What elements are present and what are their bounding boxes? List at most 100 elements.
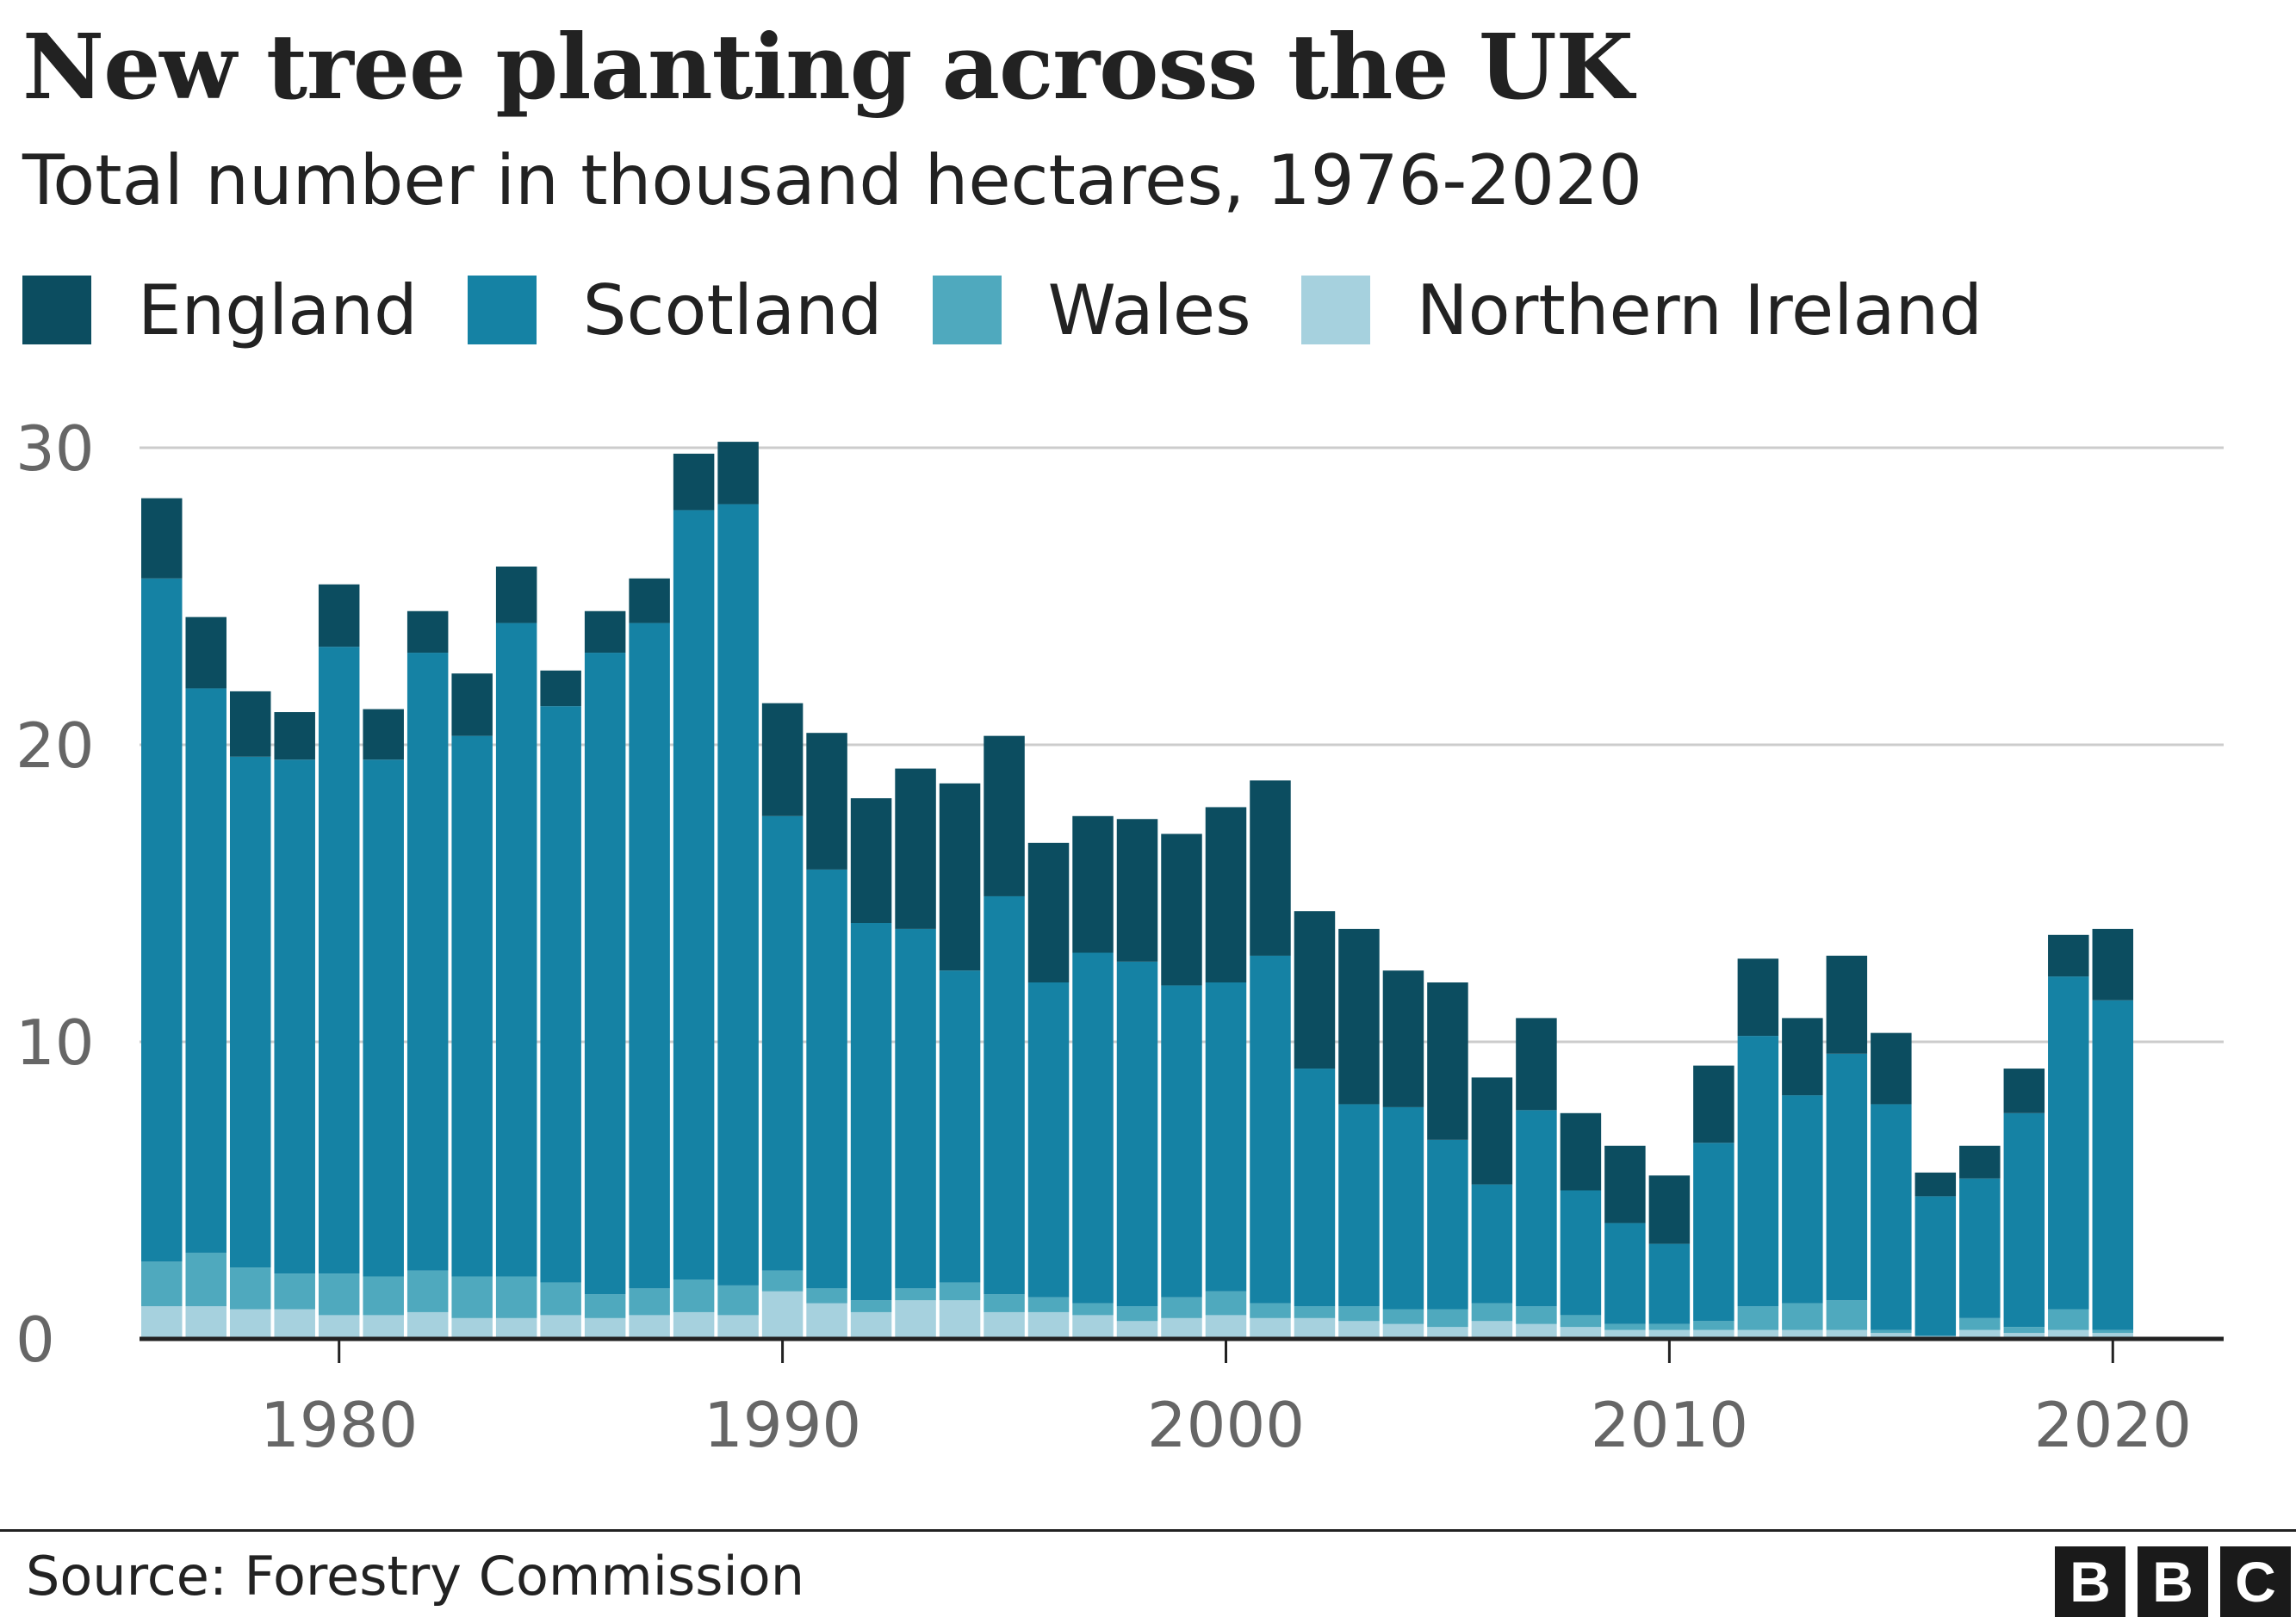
bar-2014-england [1826, 955, 1868, 1054]
bar-1976-england [141, 498, 183, 579]
bar-1984-northern-ireland [495, 1317, 537, 1339]
bar-2017-england [1959, 1145, 2001, 1179]
bar-1989-scotland [717, 504, 759, 1286]
bar-2018-scotland [2003, 1112, 2045, 1328]
bar-2015-england [1871, 1032, 1912, 1105]
bar-1994-england [939, 783, 981, 971]
bar-2000-northern-ireland [1205, 1315, 1247, 1339]
bar-1998-northern-ireland [1116, 1321, 1158, 1339]
y-tick-label-10: 10 [16, 1007, 95, 1079]
bar-1993-wales [895, 1288, 936, 1301]
bar-2006-wales [1471, 1303, 1513, 1322]
bar-1985-scotland [540, 706, 581, 1283]
bar-1995-northern-ireland [984, 1311, 1025, 1339]
bar-1986-england [584, 610, 626, 654]
bar-2017-wales [1959, 1317, 2001, 1330]
bar-1978-scotland [229, 756, 271, 1268]
bar-2009-england [1604, 1145, 1646, 1224]
bar-2008-wales [1560, 1315, 1602, 1328]
bar-2012-northern-ireland [1737, 1329, 1779, 1339]
bar-1990-england [761, 703, 804, 816]
bar-1977-england [185, 616, 226, 689]
bar-1988-wales [673, 1279, 715, 1312]
bar-1976-scotland [141, 578, 183, 1262]
legend-swatch-scotland [467, 276, 537, 344]
bar-1982-scotland [406, 653, 449, 1271]
bar-2003-england [1338, 928, 1380, 1105]
bar-2005-northern-ireland [1427, 1327, 1468, 1339]
bar-2006-england [1471, 1077, 1513, 1185]
y-tick-label-20: 20 [16, 709, 95, 782]
bar-2017-northern-ireland [1959, 1329, 2001, 1339]
bar-1990-scotland [761, 815, 804, 1271]
bar-2009-northern-ireland [1604, 1329, 1646, 1339]
bar-1980-wales [318, 1273, 360, 1316]
bar-2008-england [1560, 1112, 1602, 1191]
legend-swatch-england [22, 276, 91, 344]
bar-1979-wales [274, 1273, 315, 1310]
bar-1979-scotland [274, 759, 315, 1274]
bar-2001-wales [1250, 1303, 1291, 1318]
bar-1982-england [406, 610, 449, 654]
legend-swatch-wales [932, 276, 1002, 344]
legend-label-northern-ireland: Northern Ireland [1416, 270, 1983, 350]
stacked-bar-chart: 0 10 20 30 1980 1990 2000 2010 2020 [16, 412, 2224, 1461]
bar-1985-wales [540, 1282, 581, 1316]
bar-1979-england [274, 712, 315, 760]
bar-1986-scotland [584, 653, 626, 1295]
bar-1992-wales [850, 1300, 892, 1312]
bar-2010-northern-ireland [1648, 1329, 1691, 1339]
bar-1995-wales [984, 1294, 1025, 1312]
footer-divider [0, 1529, 2296, 1532]
bar-2012-wales [1737, 1306, 1779, 1330]
bar-1978-england [229, 691, 271, 757]
bar-1999-scotland [1161, 985, 1202, 1298]
bar-2013-northern-ireland [1782, 1329, 1823, 1339]
bar-2013-scotland [1782, 1095, 1823, 1304]
bar-2001-england [1250, 780, 1291, 956]
bar-1984-scotland [495, 623, 537, 1277]
bar-2019-wales [2048, 1309, 2089, 1330]
bar-1985-northern-ireland [540, 1315, 581, 1339]
bar-2011-england [1693, 1065, 1734, 1143]
bar-1980-england [318, 584, 360, 647]
bar-1997-northern-ireland [1072, 1315, 1114, 1339]
bar-1995-england [984, 735, 1025, 896]
bar-2007-northern-ireland [1516, 1323, 1557, 1339]
bar-2020-england [2092, 928, 2134, 1001]
bar-2017-scotland [1959, 1178, 2001, 1318]
bar-2010-wales [1648, 1323, 1691, 1330]
bar-2011-scotland [1693, 1143, 1734, 1322]
bar-2013-england [1782, 1018, 1823, 1096]
bar-1991-england [806, 733, 847, 870]
bar-2001-northern-ireland [1250, 1317, 1291, 1339]
bar-1989-wales [717, 1285, 759, 1316]
x-tick-label-2010: 2010 [1591, 1389, 1748, 1461]
bar-1983-northern-ireland [451, 1317, 493, 1339]
bar-1994-scotland [939, 970, 981, 1283]
legend-label-england: England [138, 270, 418, 350]
bar-1998-scotland [1116, 961, 1158, 1307]
bar-2003-northern-ireland [1338, 1321, 1380, 1339]
bar-1991-northern-ireland [806, 1303, 847, 1339]
bar-1992-england [850, 798, 892, 923]
y-tick-label-0: 0 [16, 1304, 55, 1376]
bar-2015-wales [1871, 1329, 1912, 1334]
bar-2004-northern-ireland [1382, 1323, 1424, 1339]
bar-1977-wales [185, 1252, 226, 1307]
bar-1990-northern-ireland [761, 1291, 804, 1339]
bar-1993-england [895, 768, 936, 929]
bar-1976-wales [141, 1261, 183, 1307]
bar-2019-northern-ireland [2048, 1329, 2089, 1339]
bar-1993-northern-ireland [895, 1300, 936, 1339]
x-tick-label-2020: 2020 [2034, 1389, 2192, 1461]
bar-1978-northern-ireland [229, 1309, 271, 1339]
bar-1986-wales [584, 1294, 626, 1318]
bar-2001-scotland [1250, 955, 1291, 1304]
chart-title: New tree planting across the UK [22, 14, 1634, 120]
bar-1997-wales [1072, 1303, 1114, 1316]
bar-1980-scotland [318, 647, 360, 1274]
y-tick-label-30: 30 [16, 412, 95, 485]
legend-item-scotland: Scotland [467, 270, 883, 350]
bar-2008-northern-ireland [1560, 1327, 1602, 1339]
